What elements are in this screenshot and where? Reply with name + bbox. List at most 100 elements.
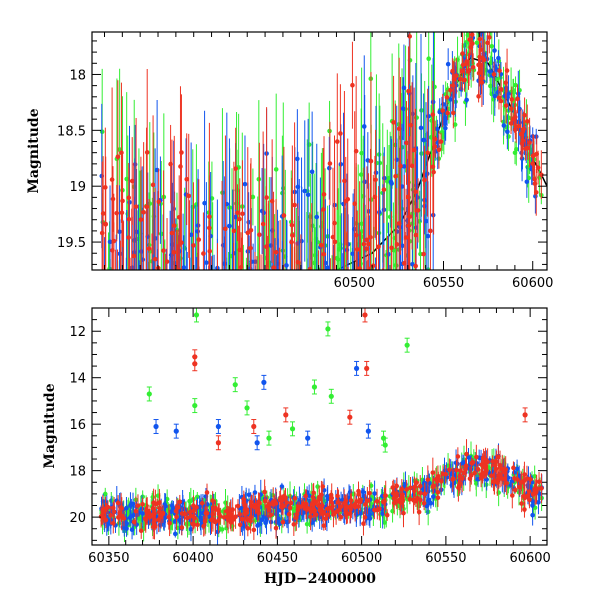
- data-point: [220, 271, 225, 276]
- data-point: [253, 348, 258, 353]
- data-point: [262, 274, 267, 279]
- data-point: [262, 365, 267, 370]
- data-point: [345, 196, 351, 202]
- data-point: [300, 278, 305, 283]
- data-point: [426, 56, 432, 61]
- data-point: [152, 289, 157, 294]
- data-point: [356, 492, 361, 497]
- data-point: [343, 330, 348, 335]
- data-point: [245, 230, 251, 236]
- data-point: [241, 328, 246, 333]
- data-point: [295, 156, 300, 162]
- data-point: [186, 193, 192, 199]
- data-point: [323, 366, 328, 371]
- data-point: [518, 131, 524, 137]
- data-point: [107, 325, 112, 330]
- data-point: [281, 213, 287, 218]
- data-point: [187, 281, 192, 286]
- outlier-point: [353, 365, 360, 372]
- data-point: [353, 148, 359, 154]
- data-point: [321, 192, 327, 197]
- data-point: [331, 339, 336, 344]
- data-point: [393, 173, 398, 179]
- data-point: [204, 260, 209, 265]
- data-point: [239, 285, 244, 290]
- data-point: [121, 381, 126, 386]
- data-point: [243, 370, 248, 375]
- data-point: [421, 137, 426, 143]
- data-point: [344, 504, 350, 510]
- data-point: [261, 289, 266, 294]
- data-point: [422, 491, 427, 497]
- data-point: [271, 265, 276, 270]
- data-point: [464, 451, 469, 457]
- data-point: [289, 239, 294, 245]
- data-point: [121, 281, 126, 286]
- data-point: [499, 476, 505, 481]
- data-point: [244, 368, 249, 373]
- data-point: [220, 242, 226, 248]
- data-point: [272, 283, 277, 288]
- data-point: [288, 500, 294, 506]
- data-point: [497, 68, 502, 74]
- data-point: [168, 296, 173, 301]
- data-point: [169, 230, 175, 236]
- data-point: [363, 302, 368, 307]
- data-point: [182, 511, 187, 516]
- data-point: [280, 519, 286, 525]
- data-point: [99, 230, 105, 236]
- outlier-point: [215, 440, 221, 446]
- bottom-axis-ticks: 60350 60400 60450 60500 60550 60600 12 14 16 18 20: [69, 307, 551, 566]
- data-point: [403, 235, 409, 240]
- data-point: [328, 337, 333, 342]
- bottom-x-tick-label: 60350: [88, 551, 129, 566]
- bottom-ylabel: Magnitude: [42, 383, 58, 468]
- data-point: [100, 276, 105, 281]
- data-point: [288, 324, 293, 329]
- data-point: [509, 97, 515, 102]
- data-point: [317, 508, 323, 513]
- data-point: [291, 522, 297, 527]
- data-point: [99, 358, 104, 363]
- data-point: [118, 282, 123, 287]
- data-point: [350, 82, 355, 88]
- data-point: [285, 379, 290, 384]
- data-point: [219, 323, 224, 328]
- data-point: [376, 244, 381, 250]
- data-point: [333, 336, 338, 341]
- outlier-point: [328, 393, 334, 399]
- data-point: [265, 283, 270, 288]
- data-point: [504, 68, 510, 73]
- data-point: [477, 27, 482, 32]
- data-point: [436, 147, 442, 153]
- data-point: [285, 312, 290, 317]
- data-point: [479, 76, 484, 81]
- data-point: [188, 513, 193, 519]
- data-point: [514, 146, 519, 152]
- outlier-point: [193, 312, 200, 318]
- data-point: [512, 475, 517, 481]
- data-point: [347, 511, 353, 516]
- data-point: [209, 332, 214, 337]
- data-point: [119, 150, 124, 156]
- data-point: [180, 342, 185, 347]
- data-point: [246, 438, 251, 443]
- data-point: [166, 514, 172, 520]
- top-y-tick-label: 19: [69, 180, 86, 195]
- data-point: [212, 385, 217, 390]
- data-point: [321, 523, 327, 528]
- data-point: [188, 498, 194, 504]
- data-point: [137, 342, 142, 347]
- data-point: [112, 283, 117, 288]
- top-x-tick-label: 60500: [334, 276, 375, 291]
- data-point: [322, 278, 327, 283]
- data-point: [299, 504, 305, 509]
- data-point: [463, 61, 469, 67]
- data-point: [320, 484, 326, 489]
- data-point: [246, 492, 252, 498]
- data-point: [526, 489, 532, 494]
- data-point: [280, 504, 286, 509]
- data-point: [377, 160, 383, 166]
- data-point: [334, 255, 340, 261]
- data-point: [252, 490, 258, 495]
